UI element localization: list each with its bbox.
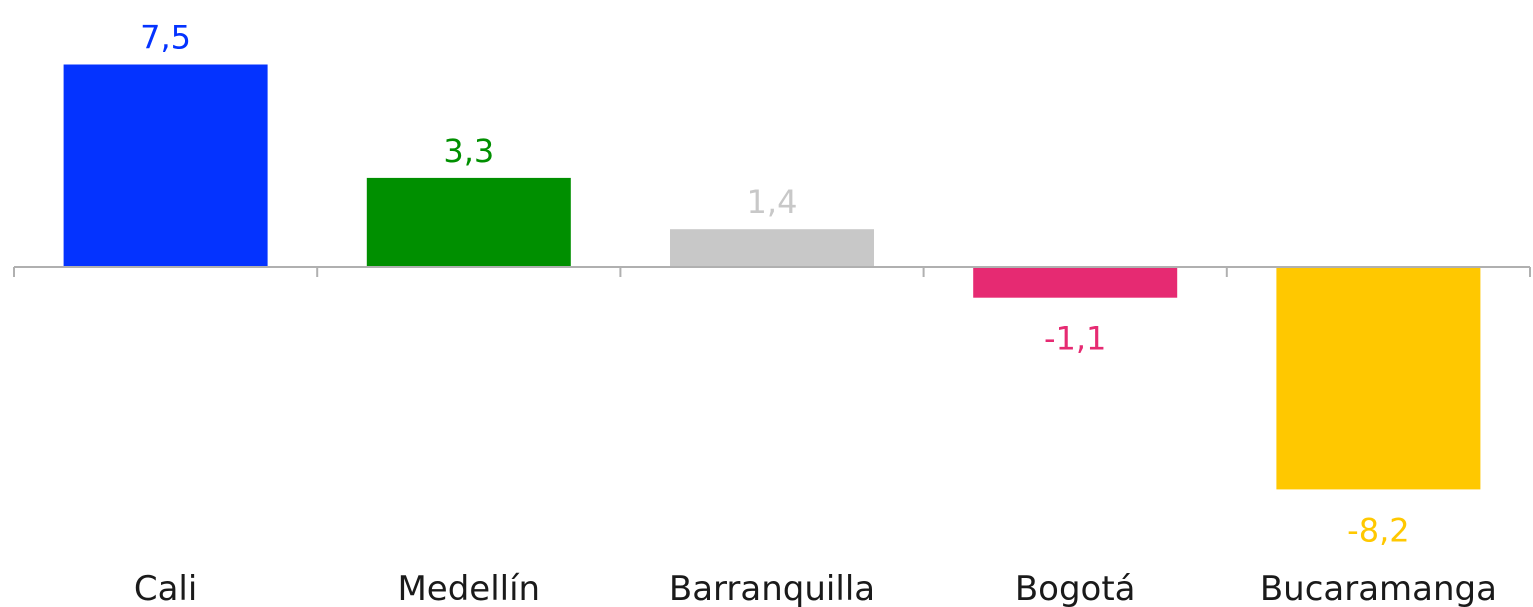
category-labels-group: Cali Medellín Barranquilla Bogotá Bucaramang…	[134, 569, 1497, 607]
value-label-medellin: 3,3	[443, 132, 494, 170]
x-axis	[13, 266, 1531, 277]
value-label-barranquilla: 1,4	[747, 183, 798, 221]
category-label-cali: Cali	[134, 569, 197, 607]
bar-bucaramanga	[1276, 268, 1481, 490]
bars-group	[63, 64, 1481, 490]
category-label-bogota: Bogotá	[1015, 569, 1136, 607]
value-label-cali: 7,5	[140, 19, 191, 57]
category-label-medellin: Medellín	[397, 569, 540, 607]
bar-bogota	[973, 268, 1178, 298]
bar-medellin	[366, 177, 571, 267]
value-labels-group: 7,5 3,3 1,4 -1,1 -8,2	[140, 19, 1409, 550]
value-label-bogota: -1,1	[1044, 320, 1106, 358]
category-label-barranquilla: Barranquilla	[669, 569, 875, 607]
bar-cali	[63, 64, 268, 267]
value-label-bucaramanga: -8,2	[1347, 511, 1409, 549]
category-label-bucaramanga: Bucaramanga	[1260, 569, 1497, 607]
bar-barranquilla	[670, 229, 874, 267]
